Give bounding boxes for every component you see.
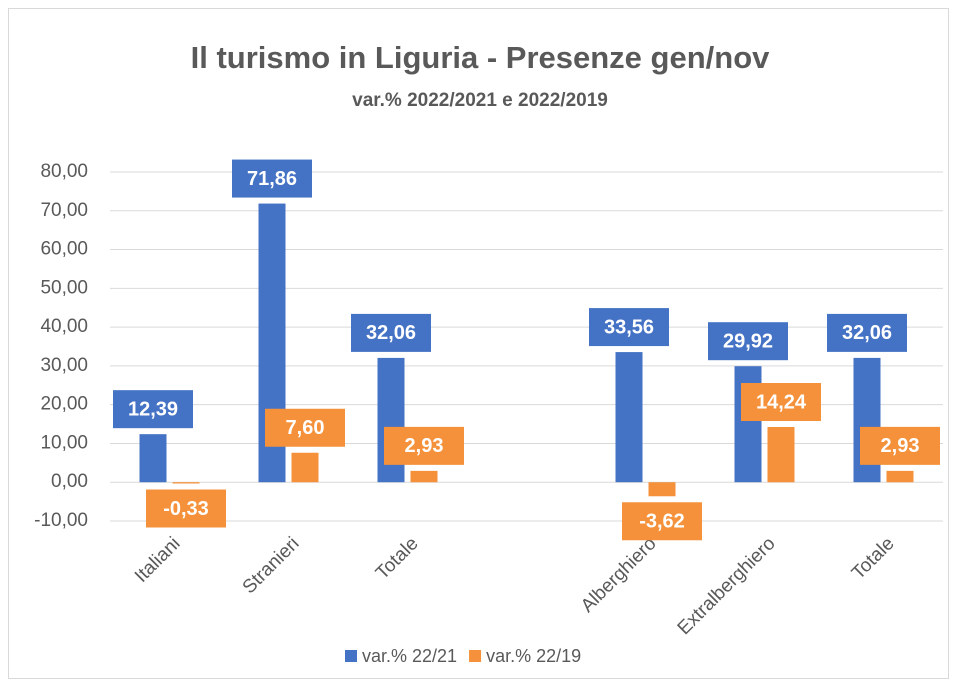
value-label-box xyxy=(741,383,821,422)
y-tick-label: 10,00 xyxy=(40,432,88,453)
value-label-box xyxy=(708,322,788,361)
value-label-box xyxy=(589,308,669,347)
value-label-box xyxy=(860,426,940,465)
value-label-box xyxy=(265,408,345,447)
y-tick-label: 0,00 xyxy=(51,471,88,492)
value-label: 12,39 xyxy=(128,398,178,420)
bar xyxy=(648,482,676,497)
legend-swatch xyxy=(469,650,482,662)
bar xyxy=(410,470,438,483)
legend-label: var.% 22/19 xyxy=(486,646,581,666)
value-label: -0,33 xyxy=(163,498,209,520)
y-tick-label: 80,00 xyxy=(40,161,88,182)
y-tick-label: 60,00 xyxy=(40,239,88,260)
legend-label: var.% 22/21 xyxy=(362,646,457,666)
value-label: 29,92 xyxy=(723,330,773,352)
bar xyxy=(615,352,643,483)
chart-border xyxy=(8,8,949,679)
value-label: 32,06 xyxy=(366,322,416,344)
value-label: 2,93 xyxy=(881,435,920,457)
value-label-box xyxy=(351,313,431,352)
bar xyxy=(886,470,914,483)
chart-subtitle: var.% 2022/2021 e 2022/2019 xyxy=(352,90,608,111)
value-label: 33,56 xyxy=(604,316,654,338)
value-label: 71,86 xyxy=(247,168,297,190)
value-label-box xyxy=(146,489,226,528)
y-tick-label: 40,00 xyxy=(40,316,88,337)
y-tick-label: 50,00 xyxy=(40,277,88,298)
value-label-box xyxy=(113,390,193,429)
y-tick-label: 30,00 xyxy=(40,355,88,376)
value-label: 7,60 xyxy=(286,417,325,439)
value-label: 2,93 xyxy=(405,435,444,457)
y-tick-label: -10,00 xyxy=(34,510,88,531)
value-label-box xyxy=(622,502,702,541)
value-label: 14,24 xyxy=(756,391,807,413)
bar xyxy=(767,427,795,483)
chart-title: Il turismo in Liguria - Presenze gen/nov xyxy=(191,40,771,75)
bar xyxy=(172,482,200,484)
y-tick-label: 70,00 xyxy=(40,200,88,221)
y-tick-label: 20,00 xyxy=(40,394,88,415)
value-label-box xyxy=(827,313,907,352)
value-label-box xyxy=(232,159,312,198)
value-label: -3,62 xyxy=(639,511,685,533)
value-label-box xyxy=(384,426,464,465)
bar xyxy=(291,452,319,483)
legend-swatch xyxy=(345,650,357,662)
bar xyxy=(139,434,167,483)
value-label: 32,06 xyxy=(842,322,892,344)
